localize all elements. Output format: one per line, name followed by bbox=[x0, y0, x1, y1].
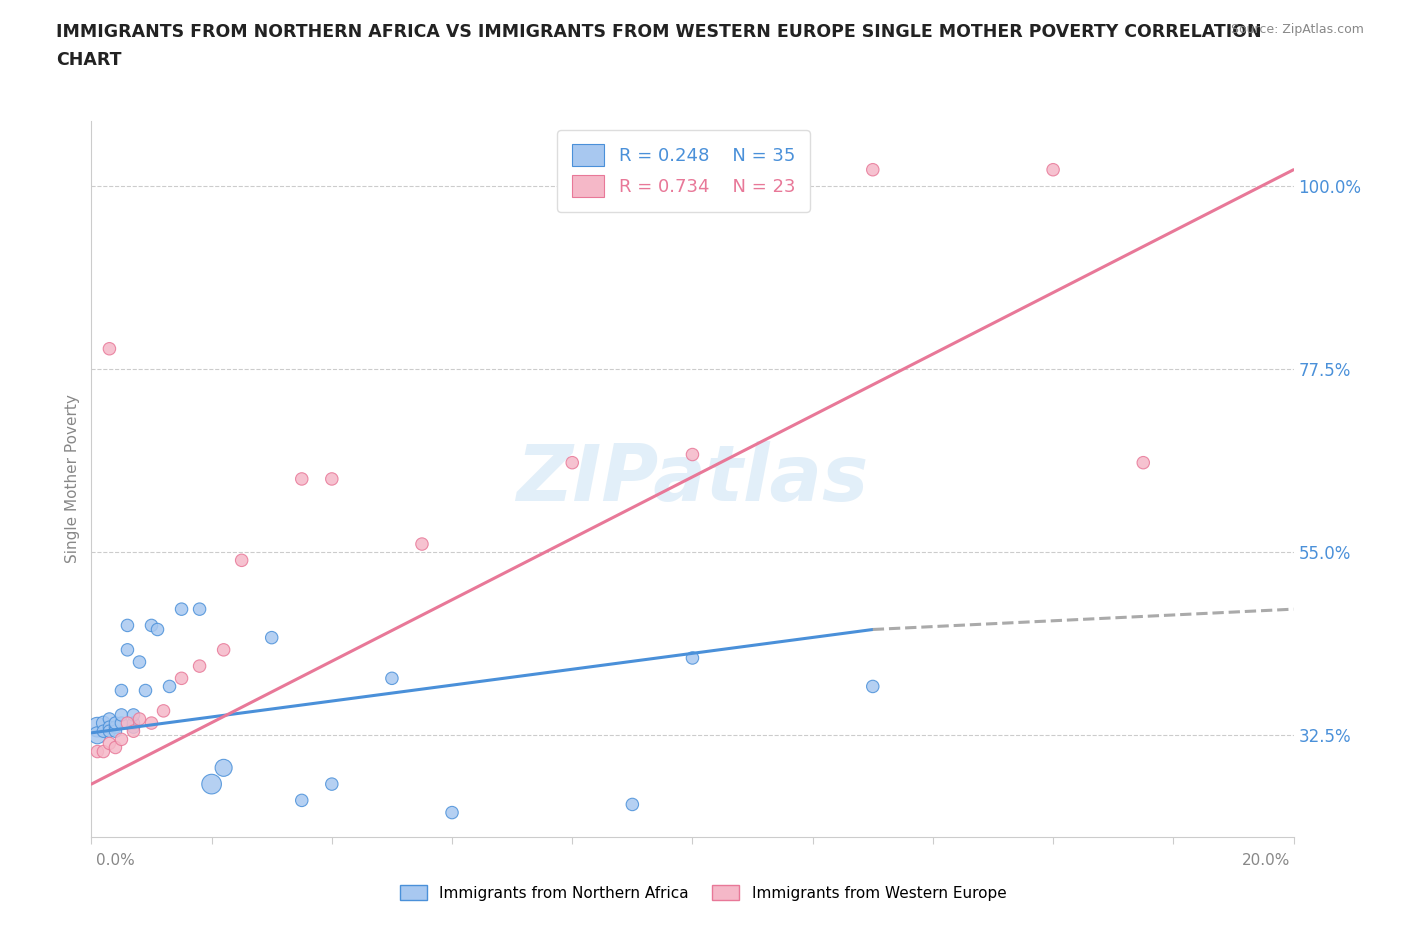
Point bbox=[201, 777, 224, 791]
Point bbox=[159, 679, 181, 694]
Point bbox=[231, 552, 253, 567]
Point bbox=[321, 777, 343, 791]
Point bbox=[141, 618, 163, 633]
Point bbox=[98, 736, 121, 751]
Point bbox=[110, 683, 132, 698]
Point bbox=[411, 537, 433, 551]
Point bbox=[440, 805, 463, 820]
Point bbox=[110, 716, 132, 731]
Text: ZIPatlas: ZIPatlas bbox=[516, 441, 869, 517]
Point bbox=[104, 724, 127, 738]
Legend: R = 0.248    N = 35, R = 0.734    N = 23: R = 0.248 N = 35, R = 0.734 N = 23 bbox=[557, 130, 810, 212]
Point bbox=[93, 716, 115, 731]
Point bbox=[122, 720, 145, 735]
Point bbox=[291, 472, 314, 486]
Point bbox=[188, 602, 211, 617]
Point bbox=[1132, 456, 1154, 471]
Point bbox=[862, 679, 884, 694]
Point bbox=[104, 716, 127, 731]
Point bbox=[110, 708, 132, 723]
Point bbox=[128, 711, 150, 726]
Point bbox=[122, 716, 145, 731]
Point bbox=[862, 163, 884, 178]
Point bbox=[170, 602, 193, 617]
Point bbox=[681, 651, 703, 666]
Point bbox=[260, 631, 283, 645]
Point bbox=[1042, 163, 1064, 178]
Point bbox=[104, 740, 127, 755]
Point bbox=[98, 711, 121, 726]
Point bbox=[188, 658, 211, 673]
Point bbox=[86, 728, 108, 743]
Point bbox=[86, 744, 108, 759]
Text: Source: ZipAtlas.com: Source: ZipAtlas.com bbox=[1230, 23, 1364, 36]
Point bbox=[212, 761, 235, 776]
Y-axis label: Single Mother Poverty: Single Mother Poverty bbox=[65, 394, 80, 564]
Point bbox=[146, 622, 169, 637]
Point bbox=[98, 724, 121, 738]
Point bbox=[128, 655, 150, 670]
Point bbox=[104, 720, 127, 735]
Point bbox=[93, 744, 115, 759]
Point bbox=[141, 716, 163, 731]
Point bbox=[291, 793, 314, 808]
Point bbox=[134, 683, 156, 698]
Point bbox=[122, 708, 145, 723]
Point bbox=[98, 720, 121, 735]
Point bbox=[98, 341, 121, 356]
Point bbox=[681, 447, 703, 462]
Point bbox=[170, 671, 193, 685]
Point bbox=[93, 724, 115, 738]
Point bbox=[212, 643, 235, 658]
Text: IMMIGRANTS FROM NORTHERN AFRICA VS IMMIGRANTS FROM WESTERN EUROPE SINGLE MOTHER : IMMIGRANTS FROM NORTHERN AFRICA VS IMMIG… bbox=[56, 23, 1261, 41]
Point bbox=[117, 643, 139, 658]
Text: 0.0%: 0.0% bbox=[96, 853, 135, 868]
Point bbox=[86, 720, 108, 735]
Point bbox=[117, 716, 139, 731]
Legend: Immigrants from Northern Africa, Immigrants from Western Europe: Immigrants from Northern Africa, Immigra… bbox=[392, 877, 1014, 909]
Text: CHART: CHART bbox=[56, 51, 122, 69]
Text: 20.0%: 20.0% bbox=[1243, 853, 1291, 868]
Point bbox=[117, 618, 139, 633]
Point bbox=[321, 472, 343, 486]
Point bbox=[122, 724, 145, 738]
Point bbox=[621, 797, 644, 812]
Point bbox=[152, 703, 174, 718]
Point bbox=[110, 732, 132, 747]
Point bbox=[381, 671, 404, 685]
Point bbox=[561, 456, 583, 471]
